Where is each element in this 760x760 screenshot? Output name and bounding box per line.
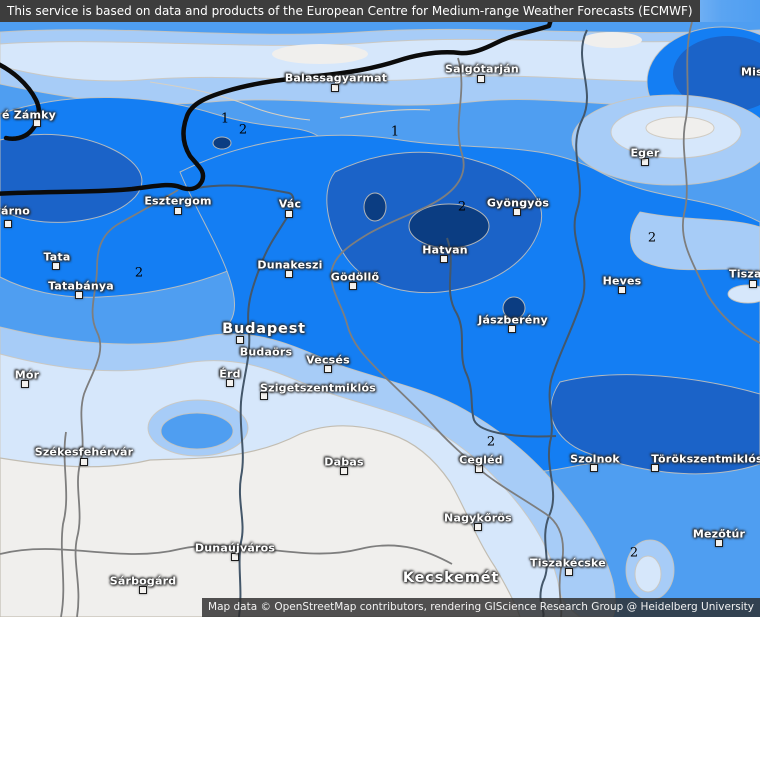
map-attribution: Map data © OpenStreetMap contributors, r… [202,598,760,617]
legend-panel: Precipitation, 6h (mm) Valid for Fri 202… [0,617,760,760]
weather-map[interactable]: é Zámky árno Esztergom Vác Balassagyarmat Sal… [0,22,760,617]
precipitation-map-canvas [0,22,760,617]
ecmwf-notice-bar: This service is based on data and produc… [0,0,700,22]
